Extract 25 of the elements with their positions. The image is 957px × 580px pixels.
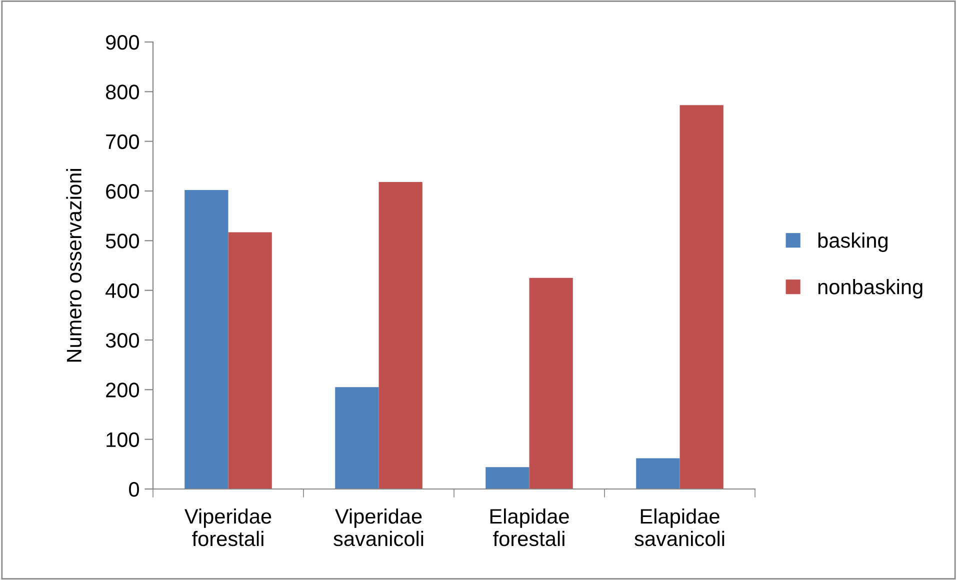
y-tick-label: 500 bbox=[106, 234, 139, 248]
y-tick-label: 900 bbox=[106, 35, 139, 50]
y-tick-label: 300 bbox=[106, 333, 139, 348]
y-tick-label: 600 bbox=[106, 184, 139, 199]
y-tick-label: 100 bbox=[106, 432, 139, 448]
bar bbox=[228, 232, 272, 489]
legend-label: nonbasking bbox=[818, 279, 922, 298]
bar bbox=[636, 458, 680, 489]
bar bbox=[335, 387, 379, 489]
bar bbox=[184, 190, 228, 489]
x-tick-label: Viperidae forestali bbox=[184, 508, 272, 546]
x-tick-label: Elapidae savanicoli bbox=[634, 508, 724, 546]
y-tick-label: 700 bbox=[106, 134, 139, 150]
x-tick-label: Viperidae savanicoli bbox=[334, 508, 424, 546]
legend-label: basking bbox=[818, 232, 888, 252]
bar bbox=[378, 182, 422, 489]
x-tick-label: Elapidae forestali bbox=[490, 508, 569, 546]
y-tick-label: 400 bbox=[106, 283, 139, 298]
y-tick-label: 0 bbox=[129, 482, 139, 497]
y-tick-label: 200 bbox=[106, 382, 139, 398]
bar bbox=[529, 278, 573, 489]
bar bbox=[486, 467, 530, 489]
bar bbox=[680, 105, 724, 489]
y-tick-label: 800 bbox=[106, 84, 139, 100]
y-axis-title: Numero osservazioni bbox=[66, 169, 82, 362]
